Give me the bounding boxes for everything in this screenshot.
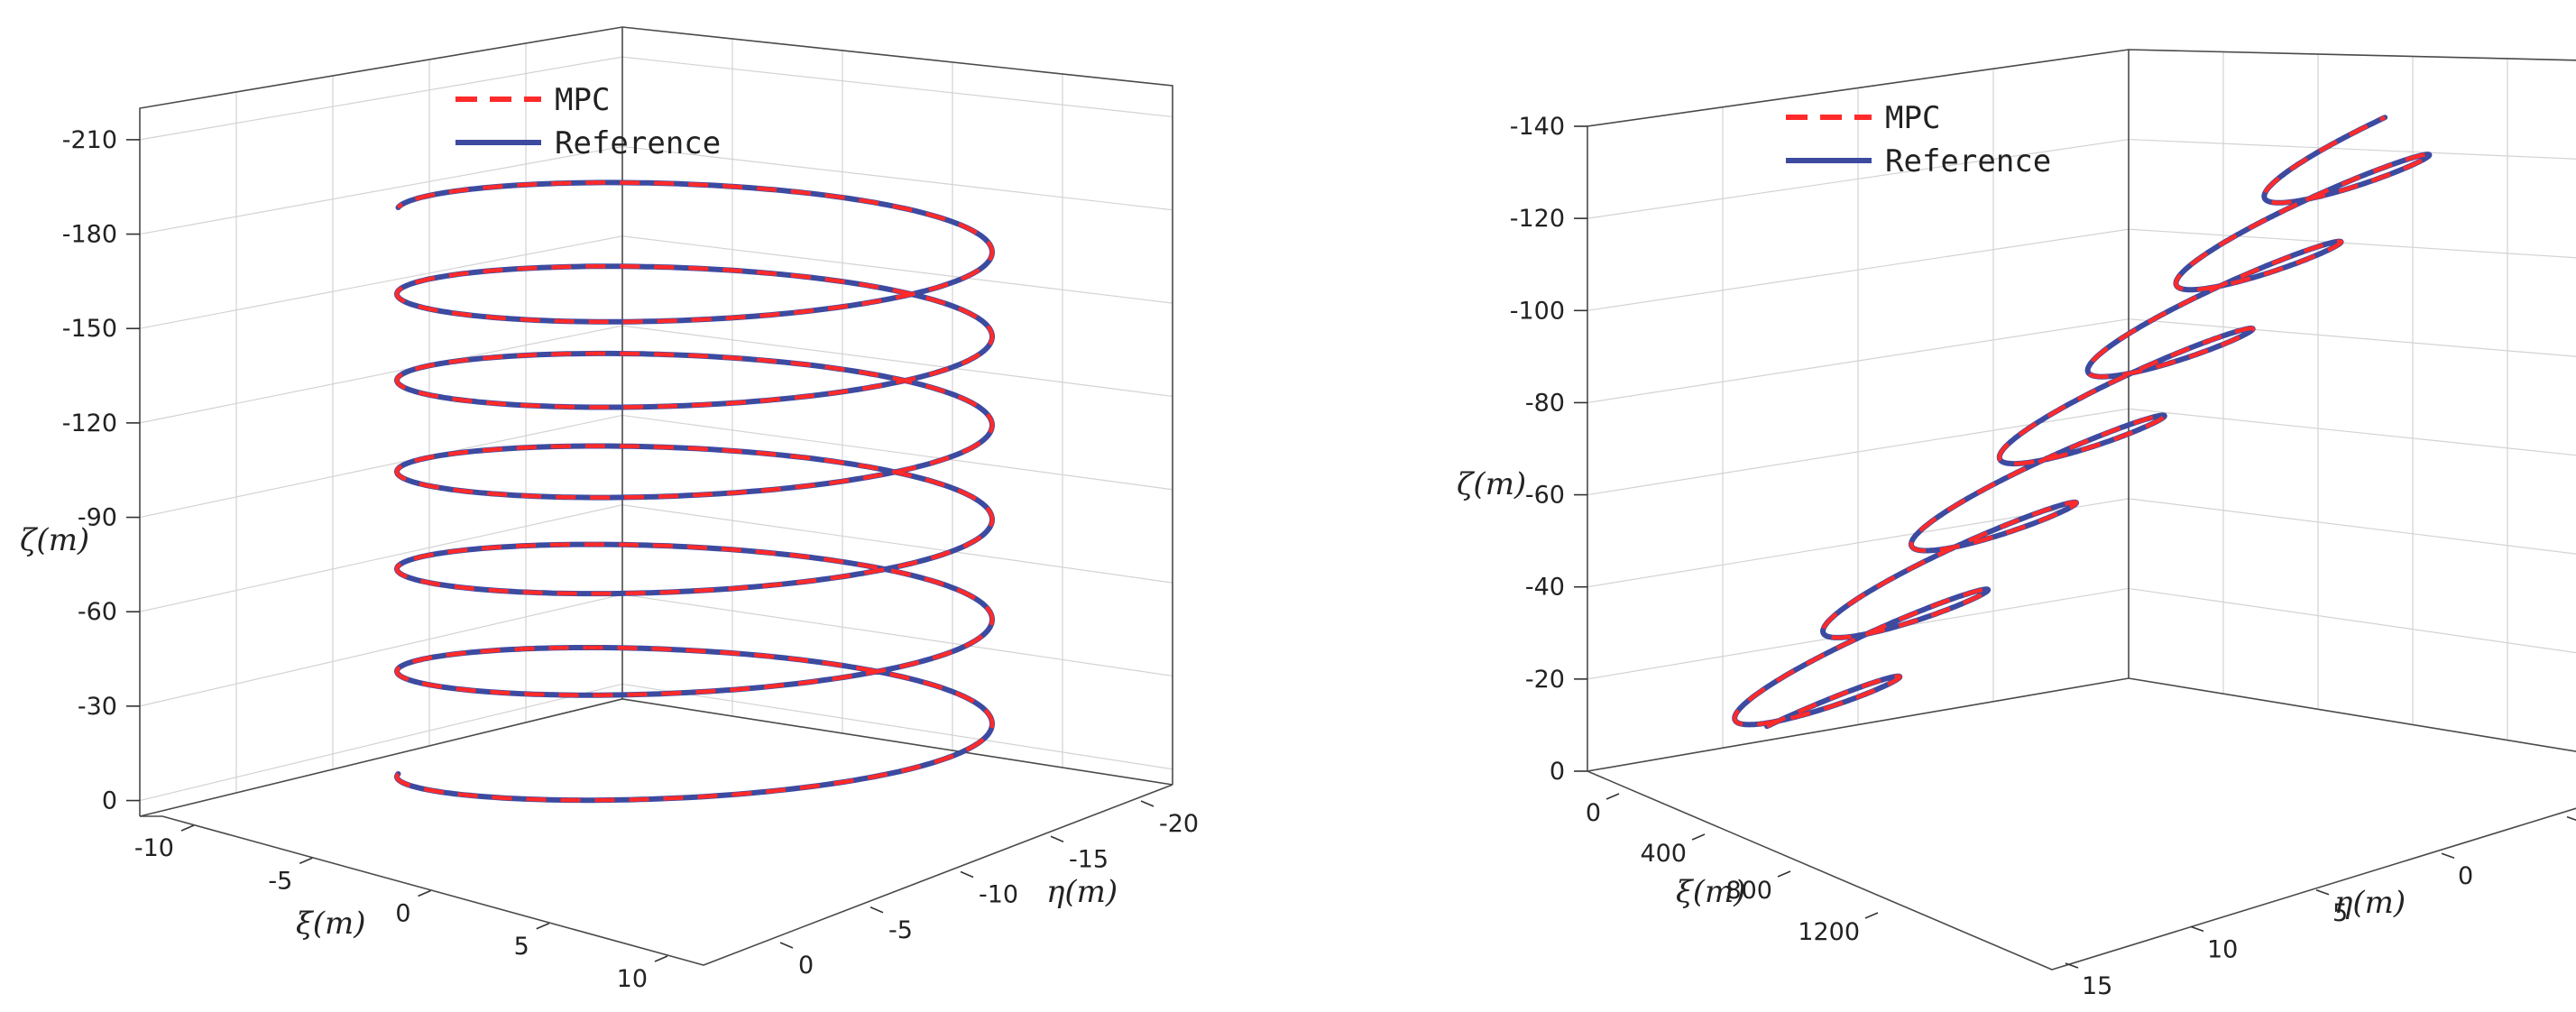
left-xi-axis-label: ξ(m) — [296, 906, 366, 942]
left-eta-tick-label: -20 — [1159, 810, 1199, 838]
right-chart: 0 -20 -40 -60 -80 -100 -120 -140 0 400 800 1200 15 10… — [1457, 49, 2576, 1000]
right-eta-tick — [2315, 889, 2330, 896]
right-zeta-tick-label: -140 — [1510, 113, 1565, 141]
right-eta-tick-label: 5 — [2332, 899, 2348, 927]
right-zeta-axis-label: ζ(m) — [1457, 466, 1526, 502]
left-eta-tick-label: 0 — [798, 952, 814, 980]
right-eta-tick — [2566, 815, 2576, 822]
right-xi-tick — [1605, 793, 1620, 800]
left-legend-mpc-label: MPC — [555, 82, 610, 118]
right-eta-tick — [2190, 925, 2204, 933]
right-legend-ref-label: Reference — [1885, 143, 2051, 179]
right-xi-axis-label: ξ(m) — [1676, 874, 1746, 910]
left-xi-tick — [418, 889, 431, 897]
left-frame — [139, 26, 1173, 966]
left-xi-tick — [180, 824, 195, 832]
left-legend: MPC Reference — [455, 82, 721, 161]
left-zeta-tick-label: 0 — [102, 787, 117, 815]
right-zeta-tick-label: -100 — [1510, 297, 1565, 325]
left-xi-tick-label: -10 — [134, 834, 174, 862]
left-xi-tick-label: 5 — [514, 933, 529, 961]
left-zeta-tick-label: -180 — [62, 221, 117, 249]
left-xi-tick — [299, 857, 313, 864]
left-eta-tick — [1050, 835, 1064, 842]
right-eta-tick-label: 15 — [2082, 972, 2112, 1000]
left-zeta-tick-label: -210 — [62, 126, 117, 154]
right-mpc-series-line — [1732, 115, 2432, 729]
right-legend: MPC Reference — [1786, 100, 2051, 179]
left-eta-tick-label: -5 — [888, 916, 913, 944]
left-eta-tick-label: -15 — [1069, 845, 1109, 873]
right-eta-axis-label: η(m) — [2334, 885, 2406, 921]
left-zeta-tick-label: -30 — [78, 693, 117, 721]
left-eta-tick — [960, 870, 974, 879]
right-eta-tick — [2065, 962, 2079, 969]
right-eta-tick — [2441, 852, 2455, 859]
left-legend-ref-label: Reference — [555, 125, 721, 161]
right-xi-tick-label: 0 — [1586, 799, 1601, 827]
right-legend-mpc-label: MPC — [1885, 100, 1940, 136]
left-zeta-tick-label: -120 — [62, 409, 117, 437]
left-curves — [394, 179, 995, 804]
left-xi-tick-label: 10 — [617, 965, 648, 993]
right-eta-tick-label: 10 — [2207, 935, 2238, 963]
left-xi-tick-label: -5 — [268, 867, 292, 895]
left-eta-tick — [869, 906, 884, 914]
right-zeta-tick-label: -60 — [1525, 482, 1565, 510]
right-eta-tick-label: 0 — [2458, 862, 2473, 890]
right-zeta-tick-label: -40 — [1525, 574, 1565, 602]
right-curves — [1732, 115, 2433, 730]
right-frame — [1587, 49, 2576, 971]
right-zeta-tick-label: -80 — [1525, 389, 1565, 417]
right-xi-tick-label: 800 — [1725, 877, 1772, 905]
left-chart: 0 -30 -60 -90 -120 -150 -180 -210 -10 -5 0 5 10 0 -5 -1… — [20, 26, 1199, 993]
left-zeta-tick-label: -60 — [78, 598, 117, 626]
left-eta-tick-label: -10 — [979, 881, 1018, 909]
left-zeta-axis-label: ζ(m) — [20, 522, 89, 558]
left-xi-tick-label: 0 — [395, 900, 410, 928]
left-xi-tick — [654, 955, 668, 962]
left-ticks: 0 -30 -60 -90 -120 -150 -180 -210 -10 -5 0 5 10 0 -5 -1… — [62, 126, 1199, 993]
left-eta-tick — [1140, 800, 1155, 807]
right-ticks: 0 -20 -40 -60 -80 -100 -120 -140 0 400 800 1200 15 10… — [1510, 113, 2576, 1000]
right-xi-tick-label: 1200 — [1798, 918, 1860, 946]
right-xi-tick — [1777, 870, 1791, 878]
right-xi-tick — [1691, 833, 1706, 841]
left-mpc-series-line — [394, 180, 995, 803]
right-zeta-tick-label: 0 — [1550, 758, 1565, 786]
right-xi-tick-label: 400 — [1640, 840, 1687, 868]
left-eta-tick — [779, 942, 794, 949]
right-zeta-tick-label: -20 — [1525, 666, 1565, 694]
left-zeta-tick-label: -150 — [62, 315, 117, 343]
left-zeta-tick-label: -90 — [78, 504, 117, 532]
left-eta-axis-label: η(m) — [1046, 874, 1118, 910]
right-zeta-tick-label: -120 — [1510, 205, 1565, 233]
right-xi-tick — [1864, 912, 1879, 919]
left-xi-tick — [536, 923, 550, 930]
